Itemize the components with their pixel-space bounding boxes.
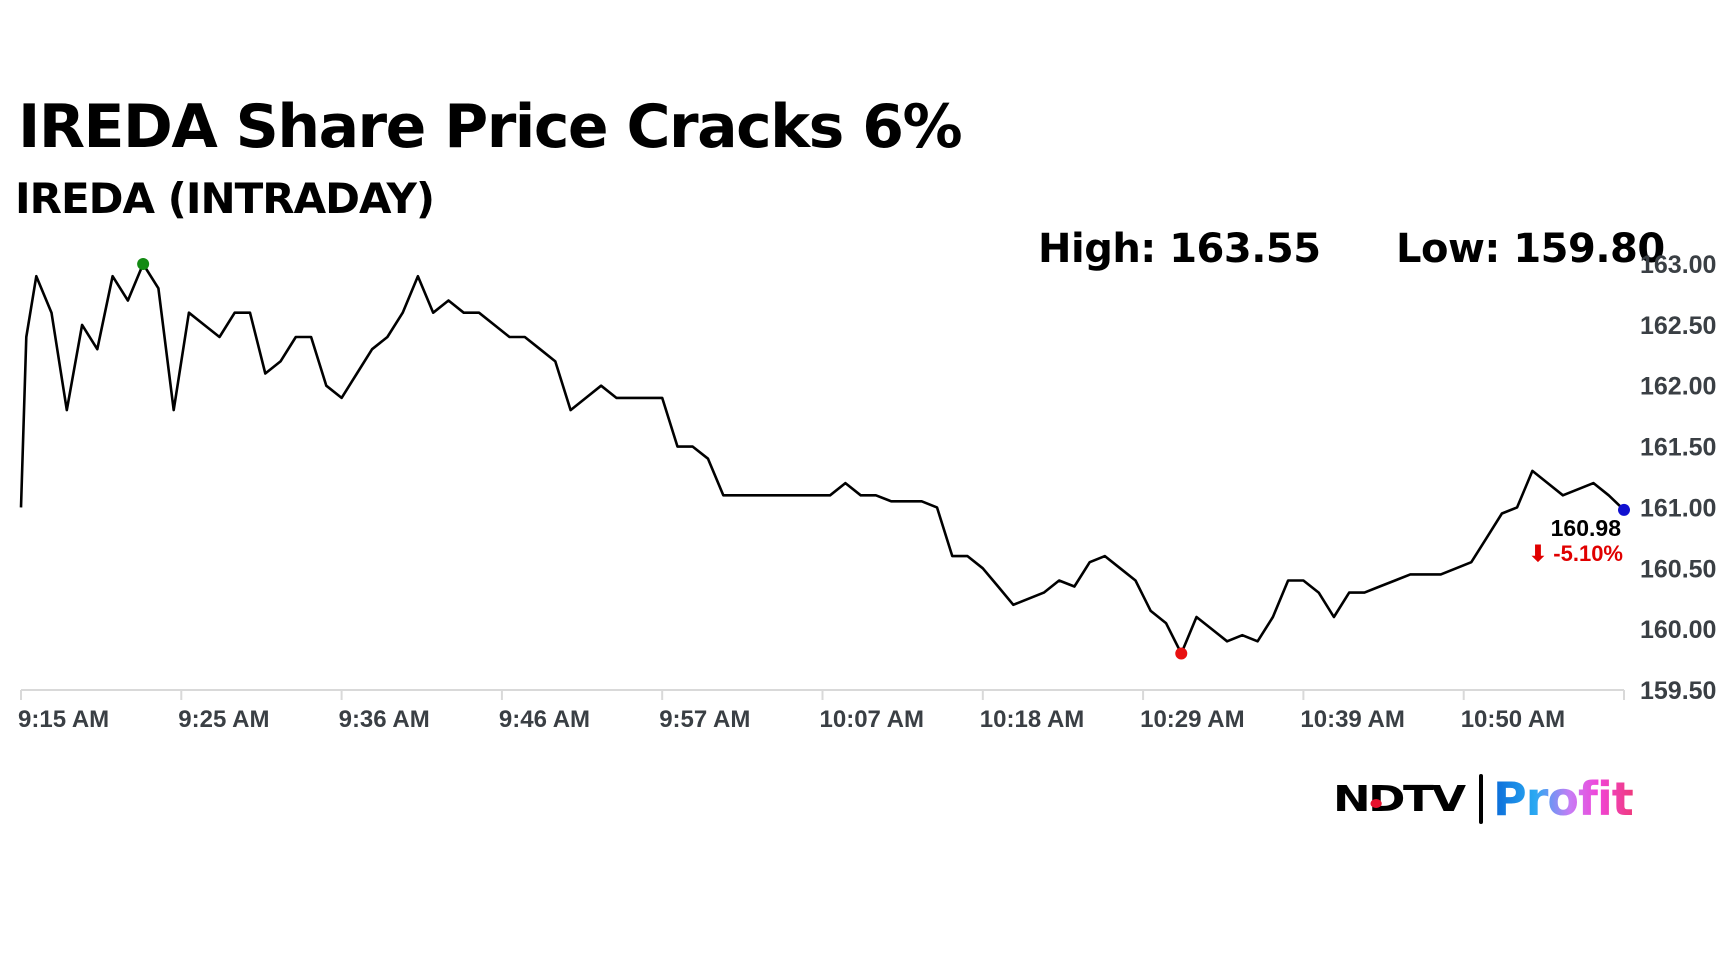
ndtv-wordmark: NDTV xyxy=(1333,778,1466,820)
y-tick-label: 161.00 xyxy=(1640,494,1716,522)
y-tick-label: 160.00 xyxy=(1640,616,1716,644)
x-tick-label: 9:25 AM xyxy=(178,706,269,733)
last-price-marker xyxy=(1618,503,1630,516)
x-tick-label: 10:18 AM xyxy=(980,706,1084,733)
y-tick-label: 160.50 xyxy=(1640,555,1716,583)
ndtv-profit-logo: NDTV Profit xyxy=(1333,772,1634,826)
y-tick-label: 161.50 xyxy=(1640,434,1716,462)
high-price: High: 163.55 xyxy=(1038,226,1321,272)
page-title: IREDA Share Price Cracks 6% xyxy=(18,92,963,162)
x-tick-label: 9:46 AM xyxy=(499,706,590,733)
price-line xyxy=(19,262,1625,655)
x-tick-label: 10:50 AM xyxy=(1461,706,1565,733)
low-marker xyxy=(1175,647,1188,660)
y-tick-label: 163.00 xyxy=(1640,251,1716,279)
x-tick-label: 10:07 AM xyxy=(820,706,924,733)
x-tick-label: 9:36 AM xyxy=(339,706,430,733)
y-tick-label: 162.50 xyxy=(1640,312,1716,340)
y-tick-label: 162.00 xyxy=(1640,373,1716,401)
x-tick-label: 9:15 AM xyxy=(18,706,109,733)
change-percent-label: ⬇ -5.10% xyxy=(1529,541,1623,566)
high-marker xyxy=(137,258,150,270)
y-tick-label: 159.50 xyxy=(1640,677,1716,705)
x-tick-label: 10:29 AM xyxy=(1140,706,1244,733)
chart-subtitle: IREDA (INTRADAY) xyxy=(15,174,435,223)
x-tick-label: 10:39 AM xyxy=(1300,706,1404,733)
last-price-label: 160.98 xyxy=(1551,515,1622,541)
x-tick-label: 9:57 AM xyxy=(659,706,750,733)
profit-wordmark: Profit xyxy=(1493,772,1634,826)
low-price: Low: 159.80 xyxy=(1396,226,1665,272)
logo-divider xyxy=(1479,774,1483,824)
